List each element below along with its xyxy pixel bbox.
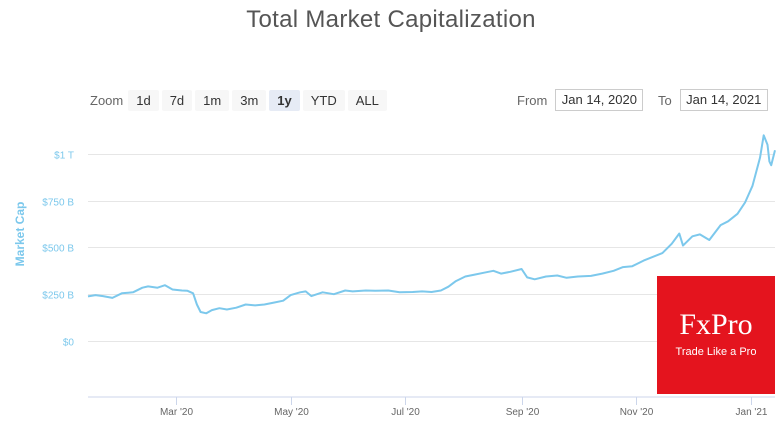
zoom-7d-button[interactable]: 7d [161,90,193,111]
zoom-1d-button[interactable]: 1d [128,90,159,111]
x-tick-label: Sep '20 [506,407,540,418]
to-date-input[interactable]: Jan 14, 2021 [679,89,768,111]
from-label: From [517,92,548,108]
x-tick-label: May '20 [274,407,309,418]
y-axis-ticks: $0 $250 B $500 B $750 B $1 T [42,151,74,349]
zoom-all-button[interactable]: ALL [347,90,387,111]
x-tick-label: Mar '20 [160,407,193,418]
market-cap-line [87,134,776,315]
grid-lines [88,154,775,342]
fxpro-watermark: FxPro Trade Like a Pro [657,276,775,394]
y-axis-label: Market Cap [13,202,27,267]
y-tick-label: $750 B [42,198,74,209]
y-tick-label: $250 B [42,291,74,302]
from-date-input[interactable]: Jan 14, 2020 [555,89,644,111]
y-tick-label: $0 [63,338,75,349]
zoom-bar: Zoom 1d 7d 1m 3m 1y YTD ALL [90,90,390,111]
fxpro-logo: FxPro [679,308,753,341]
fxpro-tagline: Trade Like a Pro [675,346,757,358]
to-label: To [658,92,672,108]
chart-title: Total Market Capitalization [246,6,536,33]
x-tick-label: Jan '21 [736,407,768,418]
x-axis-ticks: Mar '20 May '20 Jul '20 Sep '20 Nov '20 Jan '… [160,397,768,418]
zoom-label: Zoom [90,93,124,108]
date-to: To Jan 14, 2021 [658,89,768,111]
zoom-3m-button[interactable]: 3m [232,90,267,111]
x-tick-label: Jul '20 [391,407,420,418]
zoom-1y-button[interactable]: 1y [269,90,300,111]
y-tick-label: $1 T [54,151,74,162]
date-from: From Jan 14, 2020 [517,89,644,111]
zoom-ytd-button[interactable]: YTD [302,90,345,111]
zoom-1m-button[interactable]: 1m [195,90,230,111]
x-tick-label: Nov '20 [620,407,654,418]
y-tick-label: $500 B [42,244,74,255]
